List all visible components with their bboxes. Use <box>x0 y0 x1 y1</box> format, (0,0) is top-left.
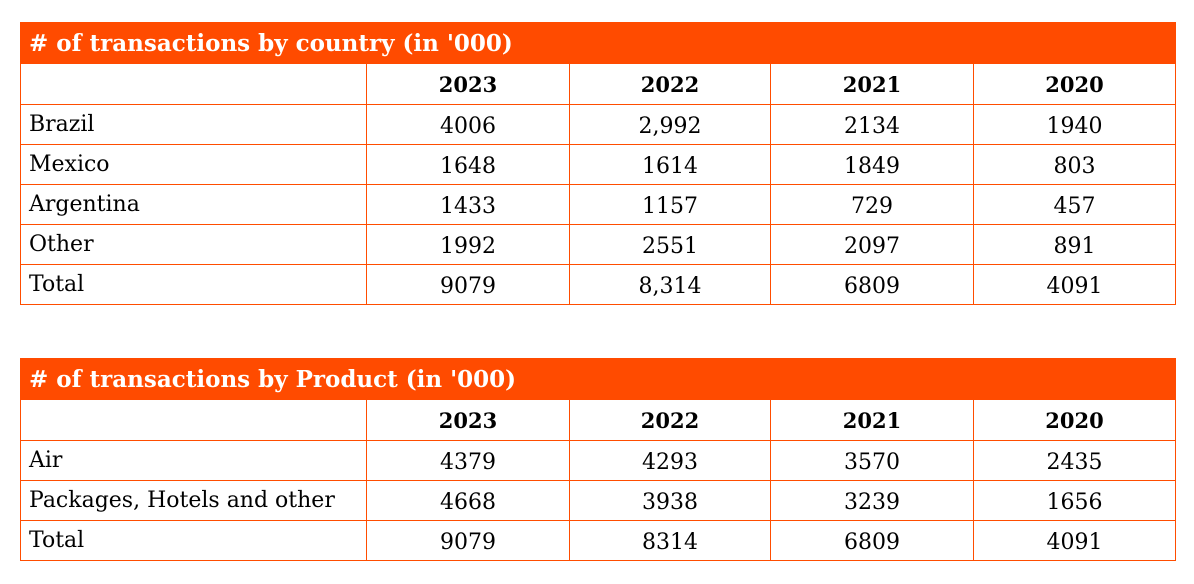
year-header: 2021 <box>770 63 974 105</box>
table-row: Packages, Hotels and other 4668 3938 323… <box>20 480 1177 521</box>
year-header-row: 2023 2022 2021 2020 <box>20 399 1177 441</box>
cell-value: 8314 <box>569 520 771 561</box>
year-header: 2022 <box>569 63 771 105</box>
year-header: 2021 <box>770 399 974 441</box>
cell-value: 891 <box>972 224 1177 265</box>
cell-value: 4006 <box>366 104 570 145</box>
row-label: Total <box>20 520 367 561</box>
row-label: Argentina <box>20 184 367 225</box>
cell-value: 3570 <box>770 440 974 481</box>
year-header: 2023 <box>366 63 570 105</box>
cell-value: 1648 <box>366 144 570 185</box>
cell-value: 9079 <box>366 264 570 305</box>
cell-value: 4668 <box>366 480 570 521</box>
table-title: # of transactions by Product (in '000) <box>19 358 1177 400</box>
table-row: Other 1992 2551 2097 891 <box>20 224 1177 265</box>
table-title: # of transactions by country (in '000) <box>19 22 1177 64</box>
table-row: Argentina 1433 1157 729 457 <box>20 184 1177 225</box>
row-label: Packages, Hotels and other <box>20 480 367 521</box>
cell-value: 3938 <box>569 480 771 521</box>
table-title-row: # of transactions by Product (in '000) <box>19 358 1177 400</box>
year-header: 2020 <box>972 63 1177 105</box>
header-corner-cell <box>20 399 367 441</box>
cell-value: 6809 <box>770 520 974 561</box>
cell-value: 2551 <box>569 224 771 265</box>
cell-value: 1614 <box>569 144 771 185</box>
row-label: Brazil <box>20 104 367 145</box>
cell-value: 1940 <box>972 104 1177 145</box>
cell-value: 2134 <box>770 104 974 145</box>
cell-value: 4379 <box>366 440 570 481</box>
cell-value: 2,992 <box>569 104 771 145</box>
cell-value: 6809 <box>770 264 974 305</box>
year-header-row: 2023 2022 2021 2020 <box>20 63 1177 105</box>
year-header: 2023 <box>366 399 570 441</box>
cell-value: 1849 <box>770 144 974 185</box>
header-corner-cell <box>20 63 367 105</box>
table-row: Mexico 1648 1614 1849 803 <box>20 144 1177 185</box>
row-label: Other <box>20 224 367 265</box>
cell-value: 729 <box>770 184 974 225</box>
cell-value: 1656 <box>972 480 1177 521</box>
cell-value: 4091 <box>972 264 1177 305</box>
row-label: Total <box>20 264 367 305</box>
cell-value: 2435 <box>972 440 1177 481</box>
cell-value: 457 <box>972 184 1177 225</box>
table-row: Air 4379 4293 3570 2435 <box>20 440 1177 481</box>
cell-value: 1992 <box>366 224 570 265</box>
cell-value: 2097 <box>770 224 974 265</box>
transactions-by-country-table: # of transactions by country (in '000) 2… <box>19 22 1177 305</box>
cell-value: 8,314 <box>569 264 771 305</box>
cell-value: 1157 <box>569 184 771 225</box>
row-label: Mexico <box>20 144 367 185</box>
row-label: Air <box>20 440 367 481</box>
cell-value: 3239 <box>770 480 974 521</box>
cell-value: 1433 <box>366 184 570 225</box>
table-title-row: # of transactions by country (in '000) <box>19 22 1177 64</box>
cell-value: 4091 <box>972 520 1177 561</box>
table-row: Brazil 4006 2,992 2134 1940 <box>20 104 1177 145</box>
table-row-total: Total 9079 8314 6809 4091 <box>20 520 1177 561</box>
year-header: 2020 <box>972 399 1177 441</box>
transactions-by-product-table: # of transactions by Product (in '000) 2… <box>19 358 1177 561</box>
year-header: 2022 <box>569 399 771 441</box>
cell-value: 9079 <box>366 520 570 561</box>
cell-value: 803 <box>972 144 1177 185</box>
table-row-total: Total 9079 8,314 6809 4091 <box>20 264 1177 305</box>
cell-value: 4293 <box>569 440 771 481</box>
